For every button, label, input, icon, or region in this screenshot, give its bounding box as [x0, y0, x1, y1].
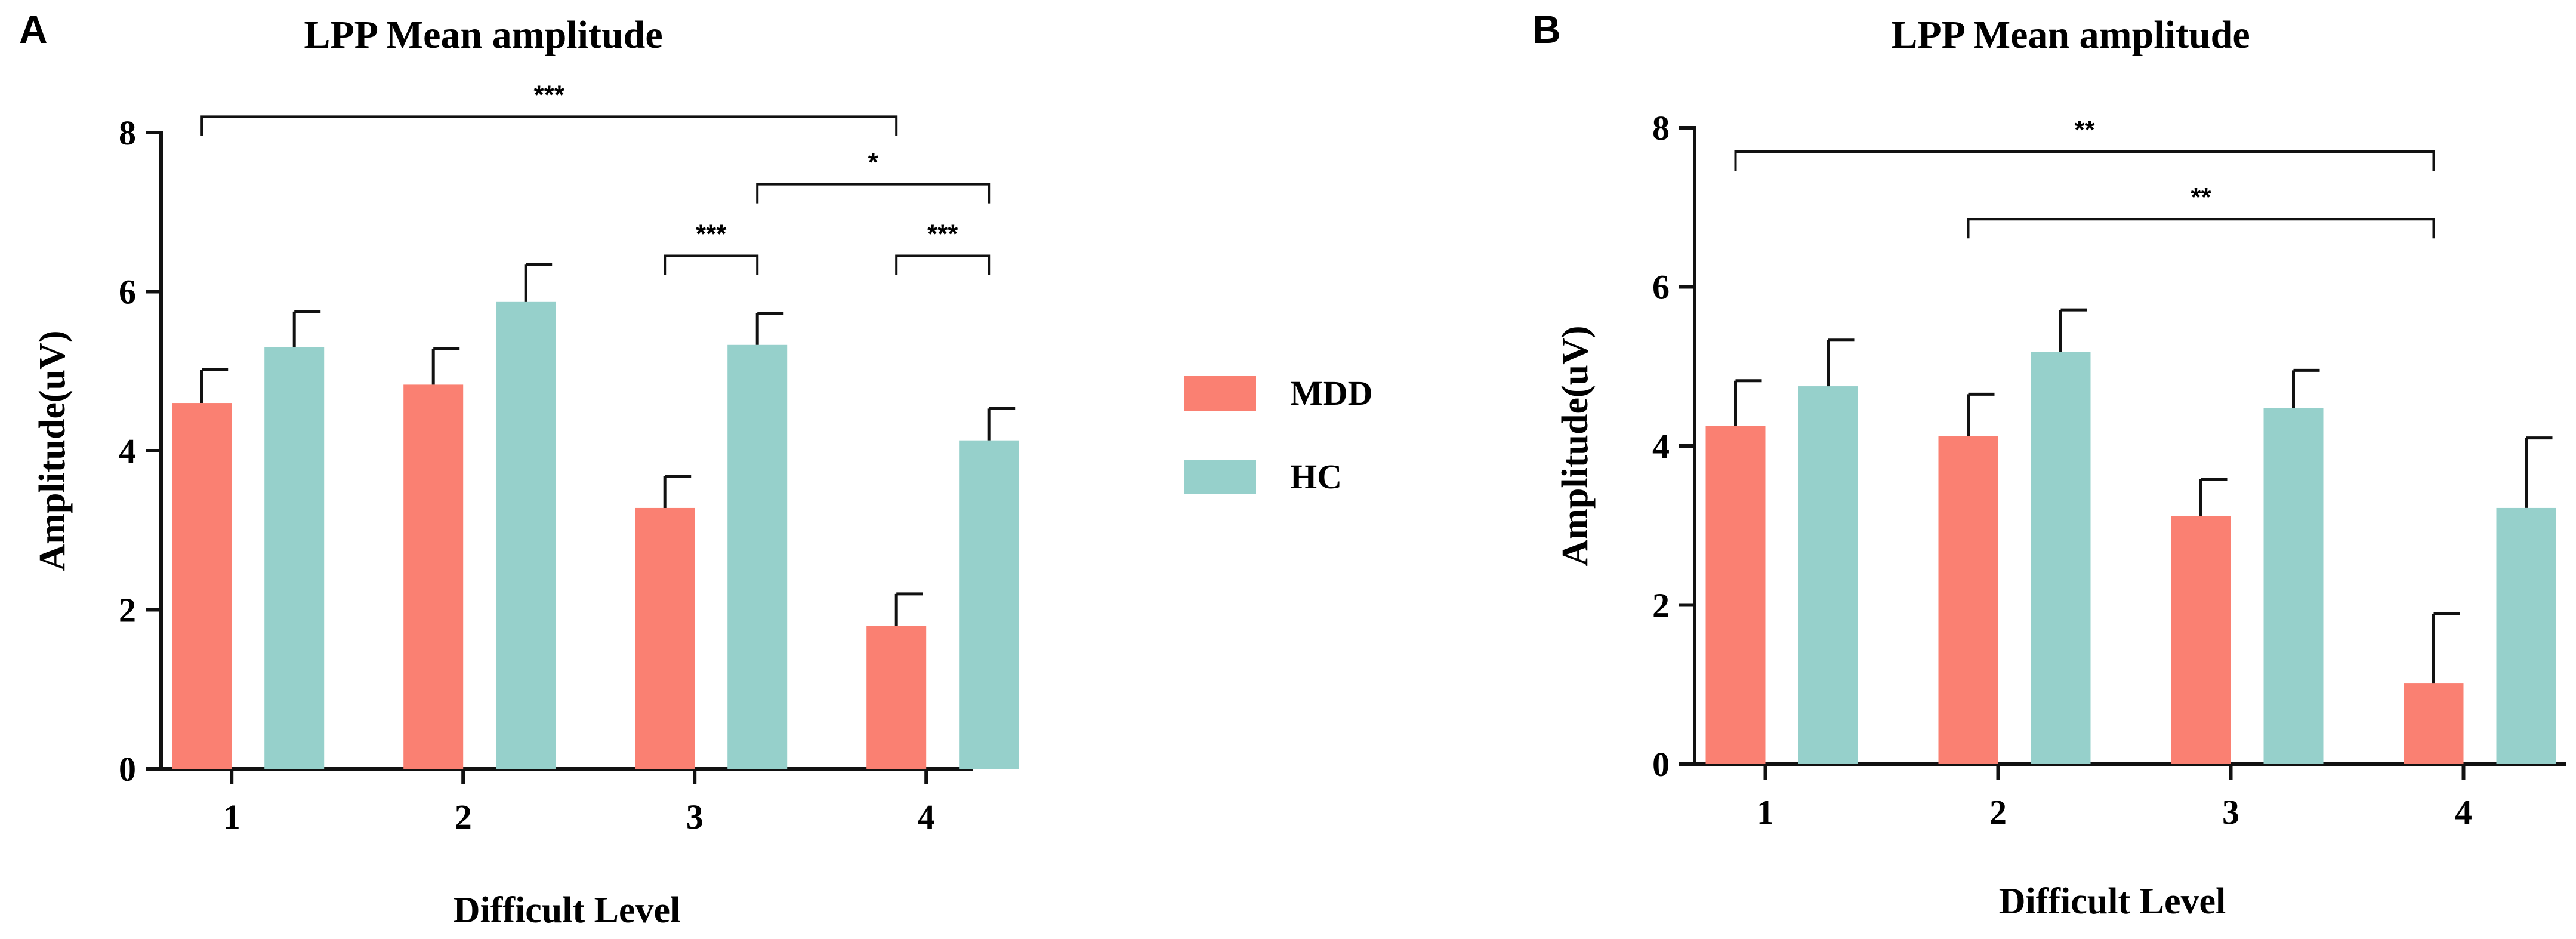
- significance-bracket: [895, 254, 991, 275]
- bar-hc: [2263, 408, 2324, 764]
- bar-mdd: [2404, 683, 2464, 764]
- y-tick-label: 8: [119, 113, 136, 152]
- x-tick-label: 1: [1757, 793, 1774, 832]
- bar-hc: [2496, 507, 2556, 764]
- legend-swatch-mdd: [1184, 376, 1256, 411]
- y-tick-label: 8: [1652, 109, 1670, 147]
- bar-mdd: [866, 626, 927, 769]
- y-tick-label: 2: [1652, 586, 1670, 625]
- significance-bracket: [1734, 150, 2435, 171]
- significance-bracket: [664, 254, 759, 275]
- panel-b-chart: B LPP Mean amplitude 0 2 4 6 8 Amplitude(uV) 1 2 3…: [1532, 7, 2566, 922]
- significance-label: ***: [696, 220, 727, 249]
- bar-hc: [727, 344, 788, 769]
- bar-hc: [264, 347, 325, 769]
- y-tick-label: 0: [119, 750, 136, 789]
- x-tick-label: 4: [2455, 793, 2472, 832]
- bar-mdd: [403, 384, 464, 769]
- significance-bracket: [1967, 218, 2435, 239]
- panel-label: B: [1532, 7, 1561, 51]
- panel-a-chart: A LPP Mean amplitude 0 2 4 6 8 Amplitude(uV) 1 2 3…: [19, 7, 1019, 931]
- chart-title: LPP Mean amplitude: [1891, 13, 2250, 57]
- y-tick-label: 2: [119, 591, 136, 630]
- x-axis-label: Difficult Level: [1999, 881, 2226, 922]
- x-tick-label: 3: [2222, 793, 2239, 832]
- y-tick-label: 4: [119, 432, 136, 470]
- legend-swatch-hc: [1184, 460, 1256, 494]
- y-tick-label: 0: [1652, 745, 1670, 784]
- x-tick-label: 2: [455, 798, 472, 836]
- x-axis-label: Difficult Level: [454, 890, 681, 931]
- significance-bracket: [200, 115, 898, 136]
- y-tick-label: 6: [1652, 268, 1670, 307]
- panel-label: A: [19, 7, 48, 51]
- bar-hc: [2031, 352, 2091, 764]
- bar-mdd: [2171, 516, 2231, 764]
- bar-hc: [959, 440, 1019, 769]
- legend-label-mdd: MDD: [1290, 374, 1373, 412]
- y-axis-label: Amplitude(uV): [32, 330, 73, 571]
- legend-label-hc: HC: [1290, 457, 1342, 496]
- bar-mdd: [635, 507, 695, 769]
- bar-mdd: [1938, 436, 1998, 764]
- significance-label: **: [2074, 115, 2095, 144]
- x-tick-label: 3: [686, 798, 704, 836]
- bar-mdd: [1705, 426, 1766, 764]
- bar-mdd: [172, 403, 232, 769]
- legend: MDD HC: [1184, 374, 1373, 496]
- y-axis-label: Amplitude(uV): [1555, 325, 1596, 566]
- significance-label: ***: [534, 80, 565, 109]
- y-tick-label: 4: [1652, 427, 1670, 466]
- y-tick-label: 6: [119, 273, 136, 312]
- bar-hc: [1798, 386, 1858, 764]
- significance-label: ***: [927, 220, 958, 249]
- x-tick-label: 4: [918, 798, 935, 836]
- significance-bracket: [756, 183, 991, 204]
- bar-hc: [496, 301, 556, 769]
- chart-title: LPP Mean amplitude: [304, 13, 662, 57]
- x-tick-label: 1: [223, 798, 240, 836]
- x-tick-label: 2: [1989, 793, 2007, 832]
- significance-label: **: [2191, 183, 2211, 212]
- significance-label: *: [868, 148, 879, 177]
